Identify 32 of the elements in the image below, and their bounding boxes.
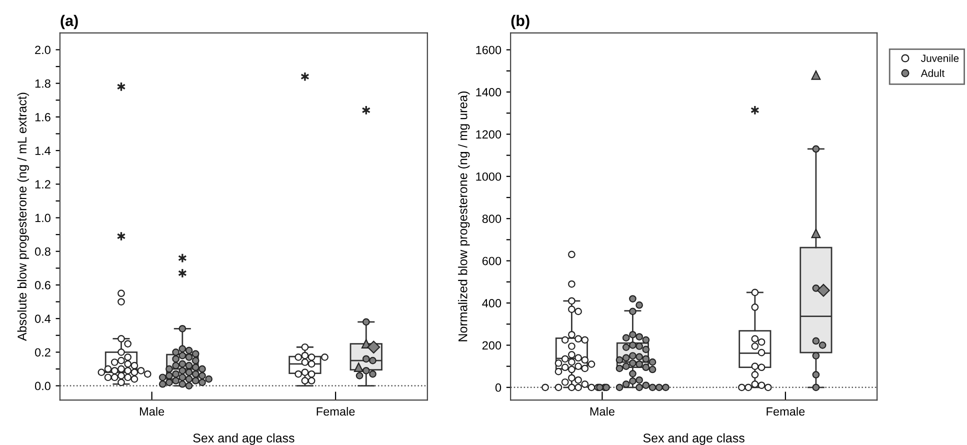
x-tick-label: Female [766,407,805,416]
y-tick-label: 1400 [476,88,502,96]
y-tick-label: 1.8 [35,79,50,88]
y-tick-label: 0.0 [34,382,50,390]
y-tick-label: 200 [482,341,502,350]
x-tick-label: Male [590,407,614,416]
y-tick-label: 400 [482,299,502,308]
y-tick-label: 1200 [476,130,502,139]
y-tick-label: 1600 [476,46,502,54]
y-tick-label: 1.4 [35,146,51,155]
y-tick-label: 0.2 [34,348,50,357]
y-tick-label: 1.0 [35,214,50,222]
chart-title: (a) [60,14,78,30]
x-axis-title: Sex and age class [193,433,294,445]
y-tick-label: 800 [482,214,502,223]
y-tick-label: 0.8 [34,247,50,256]
x-axis-title: Sex and age class [643,433,744,445]
y-tick-label: 600 [482,256,502,266]
y-tick-label: 1.6 [35,112,50,122]
y-tick-label: 0.4 [34,314,51,323]
y-axis-title: Normalized blow progesterone (ng / mg urea) [458,92,470,342]
y-axis-title: Absolute blow progesterone (ng / mL extract) [17,92,29,341]
y-tick-label: 2.0 [35,46,50,54]
y-tick-label: 0.6 [34,280,50,290]
x-tick-label: Male [140,407,164,416]
y-tick-label: 1000 [476,172,502,181]
legend-label: Adult [920,69,945,77]
y-tick-label: 1.2 [35,180,50,188]
legend-label: Juvenile [921,54,959,62]
chart-title: (b) [511,14,530,30]
x-tick-label: Female [316,407,355,416]
y-tick-label: 0 [495,383,502,392]
